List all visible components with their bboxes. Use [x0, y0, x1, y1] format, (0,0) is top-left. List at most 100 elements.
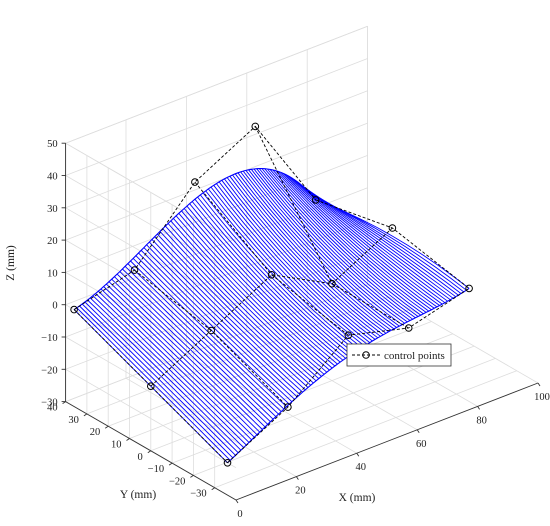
legend: control points	[346, 343, 452, 367]
surface-rule-line	[159, 231, 314, 384]
y-tick-mark	[104, 425, 109, 429]
surface-rule-line	[114, 276, 269, 425]
surface-rule-line	[92, 295, 247, 446]
z-tick-label: −30	[41, 398, 57, 409]
x-tick-mark	[416, 429, 420, 434]
surface-rule-line	[275, 170, 430, 312]
control-point	[191, 178, 199, 186]
surface-rule-line	[226, 177, 381, 337]
surface-rule-line	[248, 169, 403, 326]
z-tick-label: 0	[52, 301, 57, 312]
surface-rule-line	[154, 236, 309, 388]
control-point	[70, 305, 78, 314]
control-point	[328, 279, 336, 288]
y-axis-label: Y (mm)	[120, 489, 156, 501]
surface-rule-line	[156, 233, 312, 386]
left-wall-grid-z	[65, 207, 237, 307]
z-tick-label: 40	[47, 172, 58, 183]
surface-rule-line	[146, 244, 301, 395]
surface-rule-line	[87, 299, 242, 451]
y-tick-label: −20	[169, 476, 185, 487]
control-polygon-row	[150, 227, 393, 387]
surface-rule-line	[253, 168, 408, 323]
surface-rule-line	[189, 203, 344, 361]
back-wall-grid-z	[65, 155, 368, 273]
z-tick-label: 50	[47, 139, 58, 150]
control-point	[251, 122, 260, 131]
y-tick-mark	[83, 413, 88, 417]
surface-rule-line	[205, 190, 360, 350]
surface-rule-line	[97, 290, 252, 441]
surface-layer	[73, 168, 470, 464]
surface-rule-line	[197, 196, 352, 355]
surface-rule-line	[148, 241, 303, 393]
surface-top-edge	[73, 168, 317, 311]
y-tick-label: 10	[111, 440, 122, 451]
axis-layer	[61, 142, 541, 504]
surface-rule-line	[165, 225, 320, 379]
control-point	[207, 326, 215, 335]
surface-rule-line	[256, 168, 411, 321]
control-polygon-layer	[70, 122, 473, 467]
surface-rule-line	[191, 201, 346, 359]
x-tick-label: 0	[237, 509, 242, 520]
surface-rule-line	[250, 169, 405, 324]
surface-rule-line	[84, 301, 239, 454]
control-point	[465, 284, 473, 293]
surface-rule-line	[283, 173, 438, 308]
control-point	[311, 196, 320, 204]
surface-rule-line	[232, 174, 387, 334]
surface-rule-line	[315, 199, 470, 289]
floor-grid-y	[193, 358, 496, 476]
surface-rule-line	[285, 174, 440, 306]
surface-rule-line	[272, 169, 427, 313]
surface-rule-line	[186, 205, 341, 363]
x-tick-label: 100	[534, 392, 550, 403]
control-polygon-column	[254, 126, 409, 329]
surface-rule-line	[245, 170, 400, 327]
control-polygon-column	[194, 181, 349, 336]
x-tick-mark	[537, 382, 541, 387]
surface-rule-line	[103, 286, 258, 436]
control-point	[284, 403, 292, 411]
x-tick-mark	[296, 476, 299, 480]
surface-rule-line	[167, 223, 322, 377]
surface-rule-line	[229, 175, 384, 336]
floor-grid-y	[214, 370, 517, 489]
grid-layer	[65, 25, 539, 501]
surface-rule-line	[183, 208, 338, 365]
surface-rule-line	[162, 228, 317, 382]
legend-text-control-points: control points	[384, 350, 445, 362]
z-axis-label: Z (mm)	[5, 245, 17, 281]
surface-rule-line	[122, 268, 277, 417]
surface-rule-line	[207, 188, 362, 348]
surface-rule-line	[95, 293, 250, 443]
y-tick-label: 0	[138, 452, 143, 463]
back-wall-grid-z	[65, 284, 368, 402]
floor-grid-y	[129, 321, 432, 439]
back-wall-grid-z	[65, 90, 368, 209]
surface-rule-line	[111, 278, 266, 428]
control-point	[223, 459, 232, 467]
surface-rule-line	[234, 173, 389, 333]
surface-rule-line	[242, 170, 397, 328]
z-tick-label: 20	[47, 236, 58, 247]
surface-rule-line	[261, 168, 416, 319]
x-tick-mark	[356, 452, 360, 457]
control-point	[388, 224, 397, 232]
x-tick-label: 80	[476, 415, 487, 426]
y-tick-label: 40	[47, 403, 58, 414]
surface-rule-line	[216, 183, 371, 343]
surface-rule-line	[218, 181, 373, 342]
surface-rule-line	[181, 210, 336, 367]
legend-box	[346, 343, 452, 367]
surface-rule-line	[119, 271, 274, 420]
surface-rule-line	[194, 198, 349, 357]
surface-rule-line	[100, 288, 255, 438]
control-point	[267, 271, 276, 279]
surface-rule-line	[237, 172, 392, 331]
y-tick-mark	[168, 462, 173, 466]
y-tick-mark	[190, 475, 194, 478]
control-polygon-row	[73, 125, 317, 310]
